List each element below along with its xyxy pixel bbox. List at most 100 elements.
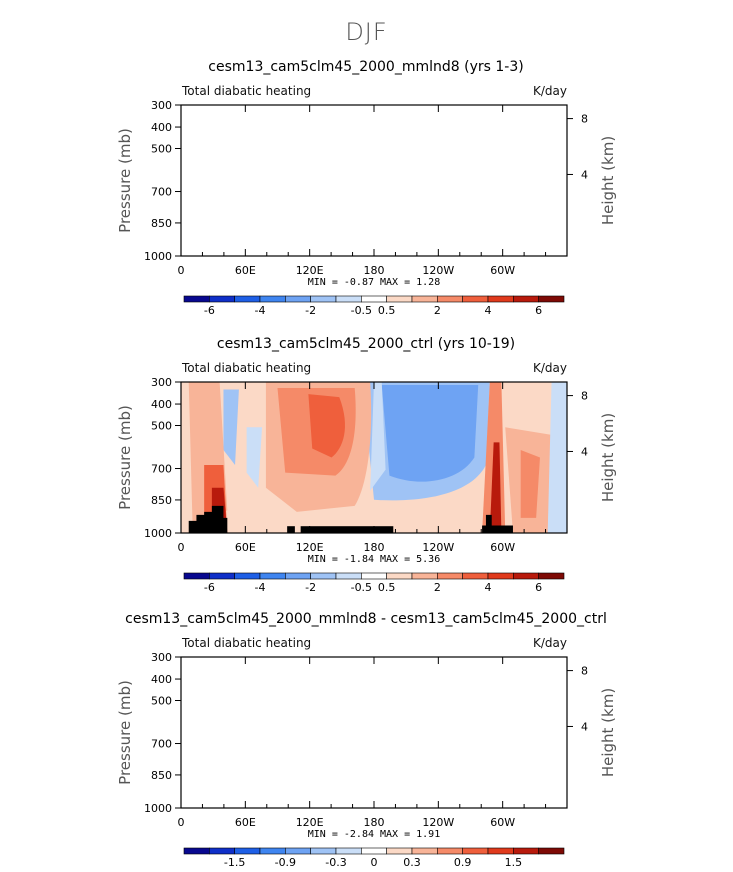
right-string: K/day — [533, 636, 567, 650]
colorbar-box — [411, 847, 438, 855]
colorbar-box — [538, 847, 565, 855]
colorbar-box — [259, 295, 286, 303]
y2-axis: 8 4 Height (km) — [567, 390, 617, 502]
y-axis-title: Pressure (mb) — [116, 680, 134, 785]
y2-axis-title: Height (km) — [599, 413, 617, 502]
x-tick-label: 60W — [490, 541, 515, 554]
colorbar: -6 -4 -2 -0.5 0.5 2 4 6 — [183, 572, 565, 594]
colorbar-label: -0.5 — [351, 581, 372, 594]
colorbar-label: 6 — [535, 304, 542, 317]
colorbar: -1.5 -0.9 -0.3 0 0.3 0.9 1.5 — [183, 847, 565, 869]
colorbar-label: 6 — [535, 581, 542, 594]
colorbar-box — [361, 572, 387, 580]
x-tick-label: 60E — [235, 816, 256, 829]
colorbar-label: -0.3 — [325, 856, 346, 869]
colorbar-box — [513, 847, 539, 855]
colorbar-label: -4 — [255, 581, 266, 594]
colorbar-box — [437, 572, 463, 580]
panel-2: cesm13_cam5clm45_2000_ctrl (yrs 10-19) To… — [116, 336, 617, 594]
contour-band — [547, 382, 567, 533]
x-axis: 0 60E 120E 180 120W 60W — [178, 382, 547, 554]
terrain-mask — [188, 505, 228, 533]
y-tick-label: 1000 — [144, 250, 172, 263]
min-max-label: MIN = -1.84 MAX = 5.36 — [308, 554, 440, 565]
x-axis: 0 60E 120E 180 120W 60W — [178, 105, 547, 277]
contour-band — [370, 382, 386, 491]
colorbar-label: 0.5 — [378, 581, 396, 594]
colorbar-box — [462, 295, 489, 303]
x-tick-label: 120E — [296, 541, 324, 554]
colorbar-box — [487, 295, 514, 303]
colorbar-box — [335, 847, 362, 855]
colorbar-box — [259, 572, 286, 580]
contour-band — [223, 389, 239, 466]
y-tick-label: 400 — [151, 398, 172, 411]
x-tick-label: 60E — [235, 541, 256, 554]
y2-tick-label: 8 — [581, 665, 588, 678]
colorbar-box — [462, 572, 489, 580]
colorbar-box — [361, 295, 387, 303]
contour-band — [520, 449, 540, 518]
colorbar-label: 2 — [434, 304, 441, 317]
right-string: K/day — [533, 84, 567, 98]
y2-tick-label: 4 — [581, 168, 588, 181]
x-tick-label: 60W — [490, 816, 515, 829]
colorbar-box — [310, 847, 337, 855]
x-tick-label: 60W — [490, 264, 515, 277]
colorbar-box — [513, 295, 539, 303]
colorbar-label: -6 — [204, 581, 215, 594]
colorbar-box — [310, 572, 337, 580]
colorbar-label: 0.9 — [454, 856, 472, 869]
y2-axis-title: Height (km) — [599, 136, 617, 225]
x-tick-label: 120W — [422, 541, 454, 554]
colorbar-box — [361, 847, 387, 855]
colorbar-label: 4 — [485, 304, 492, 317]
y-axis-title: Pressure (mb) — [116, 128, 134, 233]
colorbar-box — [234, 295, 261, 303]
x-tick-label: 0 — [178, 541, 185, 554]
y-tick-label: 500 — [151, 142, 172, 155]
colorbar-box — [386, 847, 413, 855]
y-axis: 300 400 500 700 850 1000 Pressure (mb) — [116, 376, 181, 540]
panel-title: cesm13_cam5clm45_2000_mmlnd8 (yrs 1-3) — [208, 59, 523, 75]
x-tick-label: 120E — [296, 816, 324, 829]
y2-tick-label: 4 — [581, 720, 588, 733]
y-axis: 300 400 500 700 850 1000 Pressure (mb) — [116, 651, 181, 815]
panel-title: cesm13_cam5clm45_2000_ctrl (yrs 10-19) — [217, 336, 515, 352]
x-tick-label: 180 — [364, 264, 385, 277]
terrain-mask — [287, 526, 295, 533]
y2-tick-label: 4 — [581, 445, 588, 458]
y-tick-label: 850 — [151, 494, 172, 507]
min-max-label: MIN = -0.87 MAX = 1.28 — [308, 277, 440, 288]
y-axis: 300 400 500 700 850 1000 Pressure (mb) — [116, 99, 181, 263]
colorbar-box — [259, 847, 286, 855]
x-tick-label: 180 — [364, 816, 385, 829]
colorbar-label: -6 — [204, 304, 215, 317]
contour-band — [489, 442, 502, 533]
colorbar-box — [285, 847, 311, 855]
colorbar-box — [335, 572, 362, 580]
colorbar-label: 4 — [485, 581, 492, 594]
colorbar-box — [538, 572, 565, 580]
y2-axis-title: Height (km) — [599, 688, 617, 777]
x-axis: 0 60E 120E 180 120W 60W — [178, 657, 547, 829]
contour-fill — [181, 382, 567, 533]
colorbar-box — [437, 295, 463, 303]
min-max-label: MIN = -2.84 MAX = 1.91 — [308, 829, 440, 840]
colorbar-box — [386, 572, 413, 580]
y-tick-label: 850 — [151, 769, 172, 782]
y-tick-label: 400 — [151, 121, 172, 134]
colorbar-label: -4 — [255, 304, 266, 317]
colorbar-label: 0.3 — [403, 856, 421, 869]
panel-1: cesm13_cam5clm45_2000_mmlnd8 (yrs 1-3) To… — [116, 59, 617, 317]
x-tick-label: 120W — [422, 264, 454, 277]
colorbar-label: -1.5 — [224, 856, 245, 869]
y-tick-label: 700 — [151, 463, 172, 476]
plot-frame — [180, 656, 568, 809]
colorbar-box — [411, 295, 438, 303]
colorbar-label: 0 — [371, 856, 378, 869]
colorbar-label: 2 — [434, 581, 441, 594]
left-string: Total diabatic heating — [181, 361, 311, 375]
x-tick-label: 0 — [178, 264, 185, 277]
